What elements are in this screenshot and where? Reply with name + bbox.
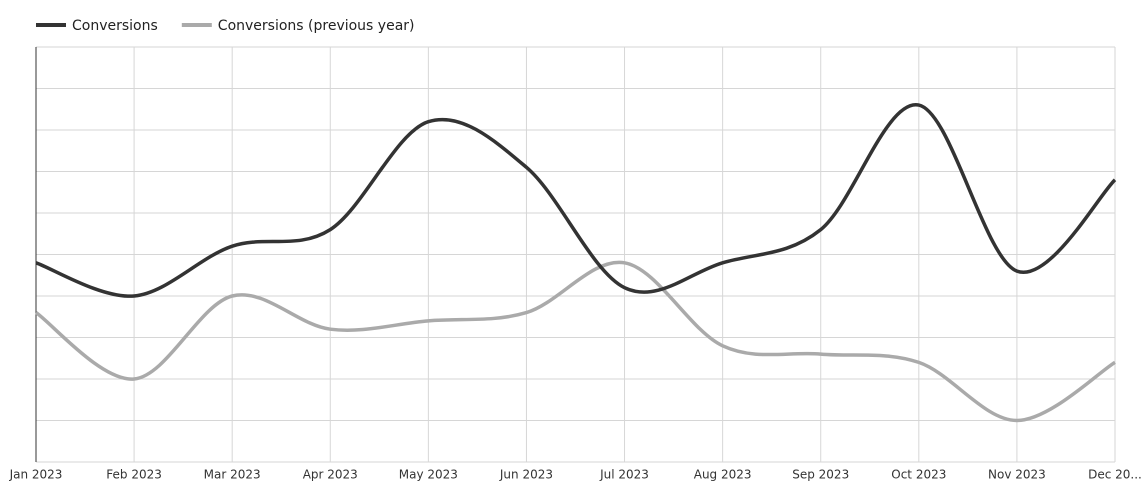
- x-tick-label: Feb 2023: [106, 468, 162, 482]
- x-tick-label: Mar 2023: [204, 468, 261, 482]
- x-tick-label: Jul 2023: [599, 468, 649, 482]
- x-tick-label: Aug 2023: [694, 468, 752, 482]
- x-tick-label: Jun 2023: [499, 468, 553, 482]
- series-line: [34, 260, 1116, 423]
- x-tick-label: Oct 2023: [891, 468, 946, 482]
- x-tick-label: Nov 2023: [988, 468, 1046, 482]
- x-tick-label: Dec 20...: [1088, 468, 1142, 482]
- legend-label: Conversions: [72, 18, 158, 34]
- series-line: [35, 103, 1117, 298]
- legend-label: Conversions (previous year): [218, 18, 415, 34]
- x-tick-label: Apr 2023: [303, 468, 358, 482]
- legend: Conversions Conversions (previous year): [36, 18, 415, 34]
- x-tick-label: Jan 2023: [9, 468, 63, 482]
- x-tick-label: Sep 2023: [792, 468, 849, 482]
- x-tick-label: May 2023: [399, 468, 458, 482]
